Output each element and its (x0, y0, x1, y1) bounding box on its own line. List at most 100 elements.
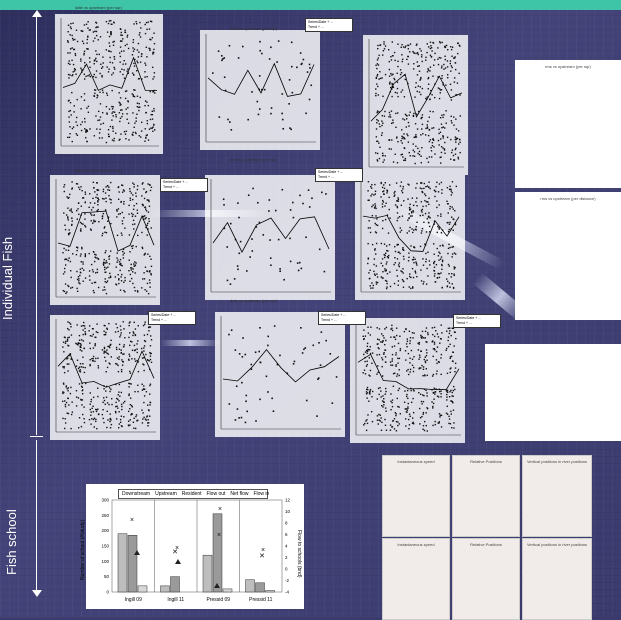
scatter-point (405, 126, 408, 128)
scatter-point (424, 134, 427, 136)
scatter-point (420, 56, 423, 58)
scatter-point (439, 258, 442, 260)
scatter-point (450, 355, 453, 357)
scatter-point (414, 123, 417, 125)
scatter-point (424, 330, 427, 333)
scatter-point (109, 418, 111, 421)
scatter-point (431, 145, 434, 147)
scatter-point (132, 134, 134, 136)
scatter-point (224, 89, 227, 92)
scatter-point (98, 132, 101, 134)
scatter-point (442, 137, 444, 139)
scatter-point (416, 51, 419, 54)
scatter-point (412, 370, 415, 373)
scatter-point (270, 112, 272, 115)
scatter-point (71, 127, 74, 130)
scatter-point (451, 181, 454, 183)
scatter-point (62, 341, 65, 343)
scatter-point (115, 132, 117, 134)
scatter-point (127, 424, 130, 427)
scatter-point (137, 370, 140, 373)
scatter-point (441, 332, 443, 334)
scatter-point (441, 65, 443, 67)
scatter-point (445, 412, 448, 414)
scatter-point (110, 50, 112, 53)
scatter-point (365, 420, 367, 422)
scatter-point (132, 271, 134, 273)
scatter-point (385, 202, 387, 204)
scatter-point (136, 102, 139, 104)
scatter-point (447, 263, 450, 266)
scatter-point (376, 160, 379, 162)
scatter-point (228, 403, 231, 405)
scatter-point (255, 226, 258, 228)
scatter-point (67, 52, 69, 54)
scatter-point (123, 217, 125, 219)
scatter-point (317, 377, 320, 379)
scatter-point (80, 69, 83, 71)
scatter-point (146, 134, 149, 136)
scatter-point (237, 268, 239, 271)
scatter-point (116, 348, 118, 351)
scatter-point (394, 256, 396, 259)
scatter-point (397, 60, 399, 63)
scatter-point (411, 259, 414, 261)
scatter-point (137, 42, 140, 45)
scatter-point (439, 342, 441, 344)
scatter-point (97, 201, 99, 203)
scatter-point (71, 74, 73, 77)
scatter-point (131, 358, 133, 360)
scatter-point (136, 209, 139, 211)
scatter-point (97, 208, 99, 211)
scatter-point (426, 267, 428, 270)
scatter-point (409, 342, 411, 345)
scatter-point (73, 70, 76, 72)
scatter-point (451, 46, 454, 48)
scatter-point (80, 108, 82, 110)
scatter-point (153, 110, 155, 112)
scatter-point (83, 321, 85, 324)
scatter-point (147, 228, 149, 230)
scatter-point (103, 227, 105, 229)
scatter-point (376, 83, 378, 85)
scatter-point (97, 197, 99, 199)
scatter-point (119, 117, 122, 119)
scatter-point (459, 45, 461, 47)
scatter-point (443, 68, 445, 70)
scatter-point (381, 258, 384, 260)
scatter-point (94, 256, 96, 258)
scatter-point (130, 267, 132, 269)
scatter-point (267, 391, 269, 393)
scatter-point (67, 344, 69, 347)
scatter-point (105, 49, 108, 51)
scatter-point (397, 112, 399, 114)
scatter-point (382, 161, 384, 163)
scatter-point (373, 273, 376, 275)
scatter-point (70, 27, 72, 30)
scatter-point (439, 89, 442, 91)
scatter-point (152, 78, 154, 80)
scatter-point (389, 424, 392, 426)
scatter-point (69, 26, 72, 28)
scatter-point (75, 253, 78, 256)
scatter-point (126, 36, 128, 38)
scatter-point (229, 222, 232, 225)
scatter-point (148, 200, 150, 203)
scatter-point (429, 231, 431, 233)
scatter-point (77, 208, 79, 210)
scatter-point (435, 264, 438, 266)
scatter-point (368, 392, 371, 394)
scatter-point (396, 212, 399, 214)
scatter-point (132, 131, 134, 134)
scatter-point (388, 254, 390, 257)
scatter-point (452, 351, 454, 353)
scatter-point (438, 413, 441, 415)
scatter-point (134, 223, 136, 225)
scatter-point (236, 408, 239, 410)
scatter-point (144, 208, 147, 210)
scatter-point (131, 412, 133, 415)
scatter-point (124, 133, 127, 135)
scatter-point (381, 357, 383, 359)
scatter-point (128, 139, 130, 141)
scatter-point (130, 245, 133, 247)
